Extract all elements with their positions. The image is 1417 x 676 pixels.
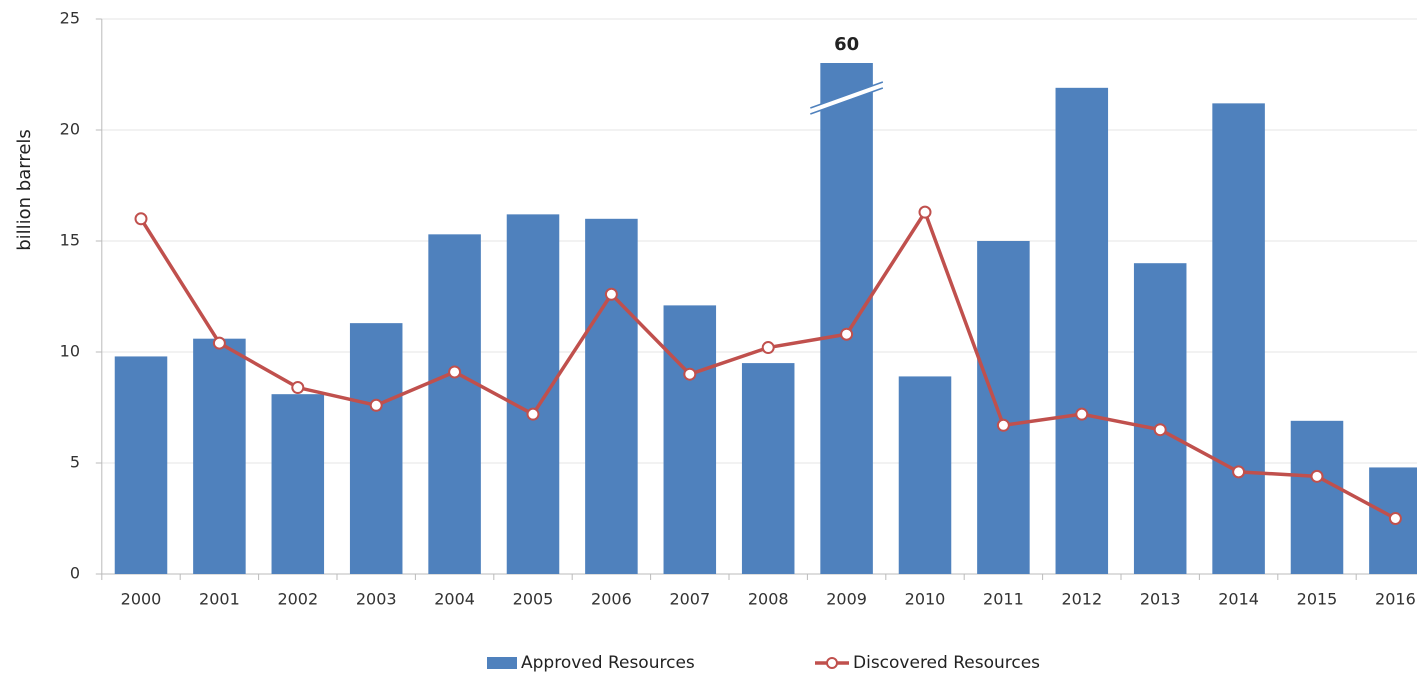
point [918, 205, 932, 219]
x-tick-label: 2009 [826, 590, 867, 609]
bar [1133, 263, 1187, 574]
bar [977, 241, 1030, 574]
bar [1290, 420, 1344, 574]
x-tick-label: 2004 [434, 590, 475, 609]
point [1232, 465, 1246, 479]
x-tick-label: 2011 [983, 590, 1024, 609]
bar [349, 323, 403, 574]
point [1388, 512, 1402, 525]
point [1153, 423, 1167, 437]
x-tick-label: 2006 [591, 590, 632, 609]
x-tick-label: 2010 [905, 590, 946, 609]
y-tick-label: 0 [70, 564, 80, 583]
legend-marker [826, 657, 838, 669]
bar [898, 376, 952, 574]
bar [428, 234, 481, 574]
point [448, 365, 462, 379]
y-tick-label: 15 [60, 231, 80, 250]
bar [1212, 103, 1265, 575]
bar [1055, 87, 1109, 574]
point [1075, 407, 1089, 421]
x-tick-label: 2005 [513, 590, 554, 609]
y-tick-label: 10 [60, 342, 80, 361]
axis-break-line [810, 81, 884, 115]
x-tick-label: 2000 [121, 590, 162, 609]
legend-swatch [487, 657, 517, 669]
bar [663, 305, 717, 574]
y-tick-label: 20 [60, 120, 80, 139]
point [996, 418, 1010, 432]
x-tick-label: 2015 [1297, 590, 1338, 609]
x-tick-label: 2003 [356, 590, 397, 609]
point [840, 327, 854, 341]
axis-break [809, 82, 884, 114]
point [134, 212, 148, 226]
point [291, 381, 305, 395]
point [1310, 469, 1324, 483]
bar [820, 63, 873, 574]
x-tick-label: 2012 [1061, 590, 1102, 609]
point [604, 287, 618, 301]
bar [741, 363, 795, 574]
bar [193, 338, 246, 574]
bar [585, 218, 638, 575]
point [683, 367, 697, 381]
x-tick-label: 2008 [748, 590, 789, 609]
y-tick-label: 5 [70, 453, 80, 472]
x-tick-label: 2016 [1375, 590, 1416, 609]
point [761, 341, 775, 355]
x-tick-label: 2014 [1218, 590, 1259, 609]
point [526, 407, 540, 421]
x-tick-label: 2013 [1140, 590, 1181, 609]
legend-label: Discovered Resources [853, 653, 1040, 673]
point [212, 336, 226, 350]
y-axis-label: billion barrels [14, 129, 35, 251]
legend-label: Approved Resources [521, 653, 695, 673]
point [369, 398, 383, 412]
bar [114, 356, 168, 574]
bar [506, 214, 560, 575]
x-tick-label: 2001 [199, 590, 240, 609]
data-label: 60 [834, 34, 859, 55]
x-tick-label: 2007 [669, 590, 710, 609]
bar [271, 394, 325, 574]
x-tick-label: 2002 [277, 590, 318, 609]
y-tick-label: 25 [60, 9, 80, 28]
